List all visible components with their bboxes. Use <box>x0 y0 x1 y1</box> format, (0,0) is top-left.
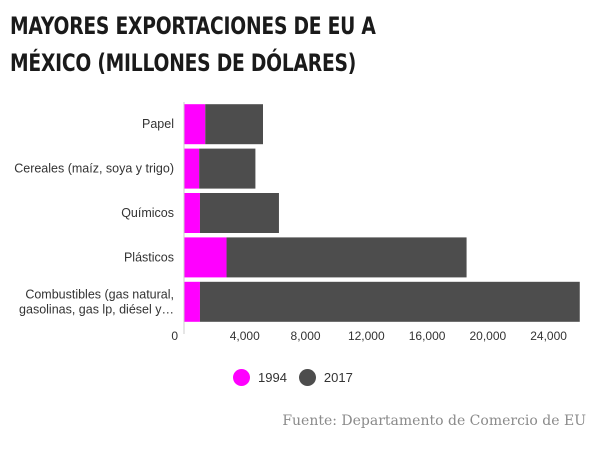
legend: 1994 2017 <box>233 369 365 386</box>
bar-1994-1 <box>184 148 200 189</box>
source-note: Fuente: Departamento de Comercio de EU <box>282 413 586 429</box>
category-label-1: Cereales (maíz, soya y trigo) <box>14 162 174 176</box>
category-label-2: Químicos <box>121 206 174 220</box>
bar-1994-3 <box>184 237 227 278</box>
bar-1994-4 <box>184 281 200 322</box>
bar-1994-0 <box>184 104 206 145</box>
x-tick-label-4: 16,000 <box>409 329 446 343</box>
x-tick-label-0: 0 <box>171 329 178 343</box>
category-label-3: Plásticos <box>124 250 174 264</box>
legend-swatch-2017 <box>298 369 316 386</box>
bar-2017-1 <box>199 148 256 189</box>
x-tick-labels: 0 4,000 8,000 12,000 16,000 20,000 24,000 <box>171 329 567 343</box>
legend-item-2017: 2017 <box>298 369 353 386</box>
legend-swatch-1994 <box>233 369 250 386</box>
bar-2017-4 <box>199 281 580 322</box>
bar-1994-2 <box>184 193 200 233</box>
x-tick-label-1: 4,000 <box>230 329 260 343</box>
legend-label-1994: 1994 <box>258 370 287 385</box>
bar-2017-0 <box>205 104 263 145</box>
category-label-0: Papel <box>142 117 174 131</box>
category-label-4-0: Combustibles (gas natural, <box>25 287 174 301</box>
bar-chart: Papel Cereales (maíz, soya y trigo) Químic… <box>14 102 580 343</box>
x-tick-label-2: 8,000 <box>291 329 321 343</box>
chart-title: MAYORES EXPORTACIONES DE EU A MÉXICO (MI… <box>10 12 376 77</box>
category-labels: Papel Cereales (maíz, soya y trigo) Químic… <box>14 117 174 316</box>
bars-group <box>184 104 580 322</box>
category-label-4-1: gasolinas, gas lp, diésel y… <box>19 302 174 316</box>
legend-label-2017: 2017 <box>323 370 353 385</box>
x-tick-label-5: 20,000 <box>469 329 506 343</box>
x-tick-label-6: 24,000 <box>530 329 567 343</box>
bar-2017-3 <box>226 237 467 278</box>
x-tick-label-3: 12,000 <box>348 329 385 343</box>
legend-item-1994: 1994 <box>233 369 287 386</box>
bar-2017-2 <box>199 193 279 233</box>
